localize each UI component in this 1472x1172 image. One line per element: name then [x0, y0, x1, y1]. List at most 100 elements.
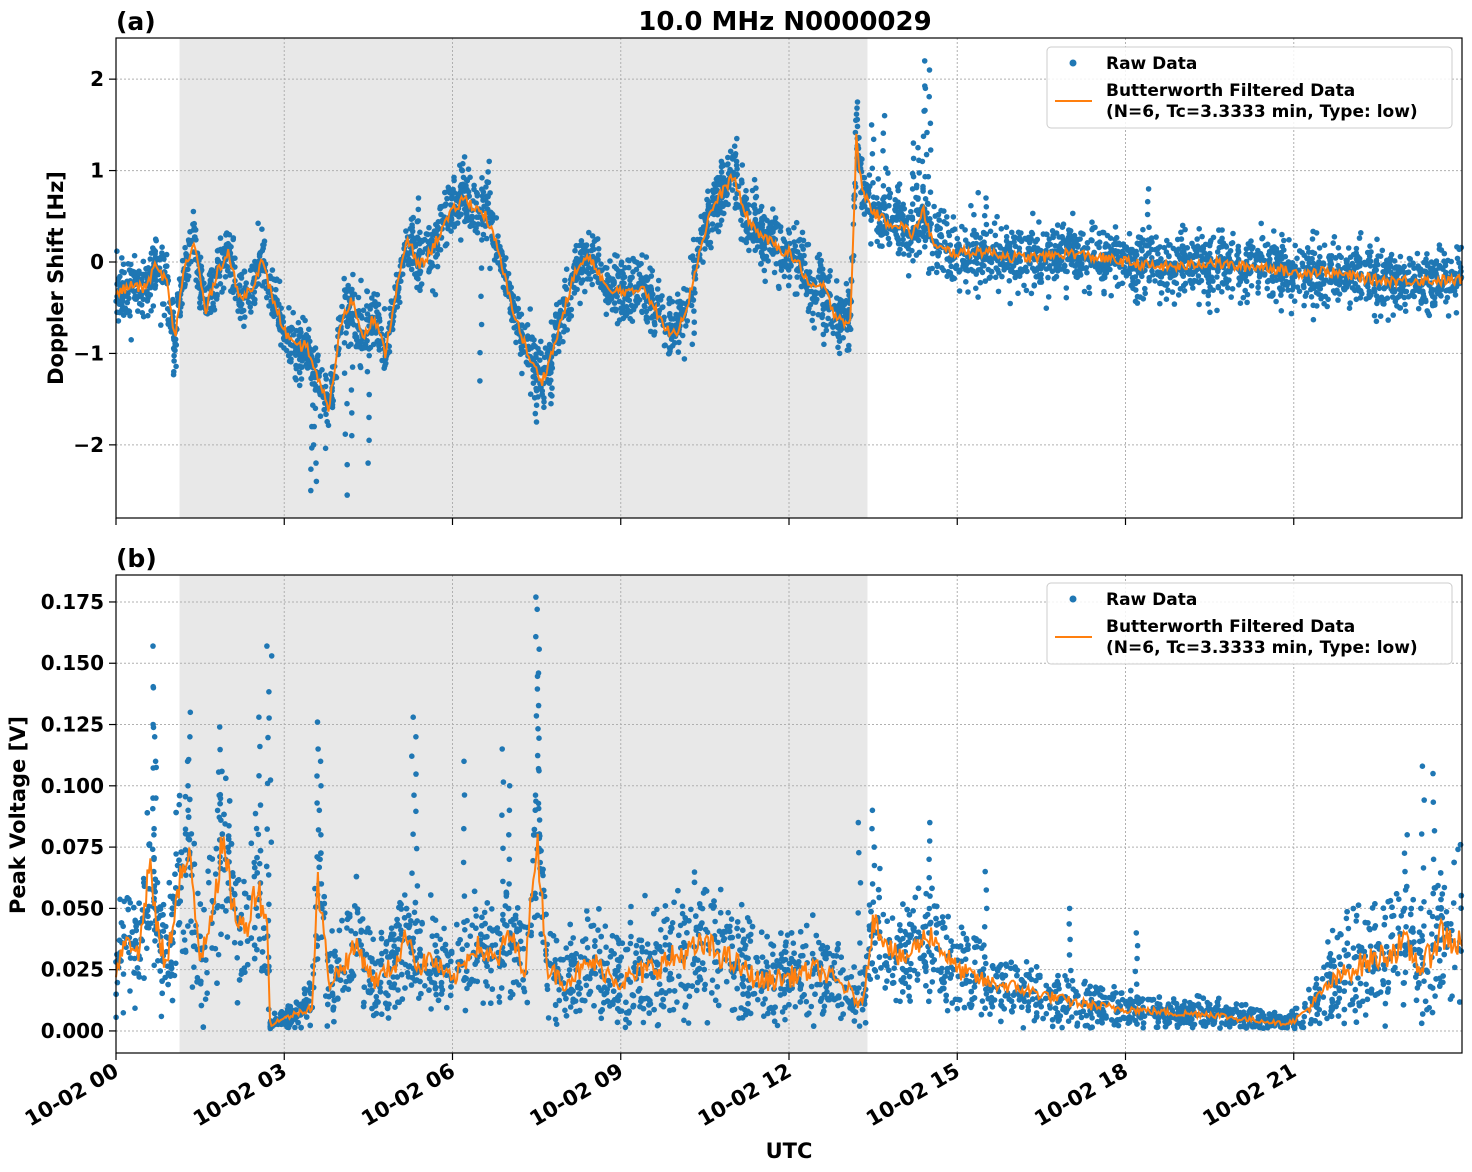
raw-data-point [1294, 255, 1300, 262]
raw-data-point [973, 285, 979, 292]
raw-data-point [743, 187, 749, 194]
raw-data-point [297, 333, 304, 340]
raw-data-point [1259, 234, 1266, 241]
raw-data-point [744, 235, 751, 241]
raw-data-point [727, 166, 733, 173]
raw-data-point [647, 265, 653, 272]
raw-data-point [1144, 198, 1151, 205]
raw-data-point [721, 210, 727, 217]
raw-data-point [666, 300, 672, 307]
raw-data-point [1227, 248, 1234, 254]
raw-data-point [1161, 244, 1168, 251]
raw-data-point [759, 215, 765, 222]
raw-data-point [1424, 251, 1430, 257]
raw-data-point [674, 291, 681, 298]
raw-data-point [820, 331, 827, 338]
raw-data-point [1458, 244, 1465, 251]
raw-data-point [554, 312, 561, 319]
raw-data-point [895, 250, 902, 256]
raw-data-point [1365, 284, 1371, 290]
raw-data-point [799, 229, 806, 236]
raw-data-point [1192, 246, 1199, 253]
raw-data-point [563, 286, 570, 292]
raw-data-point [357, 363, 364, 369]
raw-data-point [152, 285, 158, 291]
raw-data-point [522, 324, 528, 331]
raw-data-point [1219, 235, 1225, 242]
raw-data-point [1268, 249, 1275, 255]
raw-data-point [652, 321, 658, 328]
raw-data-point [560, 338, 566, 345]
raw-data-point [827, 268, 833, 274]
raw-data-point [479, 193, 486, 199]
raw-data-point [448, 189, 455, 195]
raw-data-point [1279, 231, 1285, 238]
raw-data-point [1380, 262, 1387, 269]
raw-data-point [922, 85, 929, 92]
raw-data-point [626, 257, 632, 264]
raw-data-point [1228, 294, 1234, 300]
raw-data-point [1248, 238, 1254, 244]
raw-data-point [182, 244, 188, 251]
raw-data-point [1240, 294, 1247, 301]
raw-data-point [1390, 312, 1396, 318]
raw-data-point [965, 289, 971, 295]
raw-data-point [733, 158, 740, 165]
raw-data-point [535, 394, 541, 400]
raw-data-point [478, 265, 485, 271]
raw-data-point [238, 275, 245, 281]
raw-data-point [464, 217, 471, 224]
raw-data-point [821, 341, 827, 348]
raw-data-point [364, 288, 370, 294]
raw-data-point [1308, 294, 1315, 300]
raw-data-point [1187, 269, 1194, 276]
raw-data-point [874, 238, 880, 245]
raw-data-point [681, 285, 687, 292]
raw-data-point [1096, 244, 1102, 251]
raw-data-point [348, 318, 355, 325]
raw-data-point [323, 411, 329, 418]
raw-data-point [811, 325, 817, 331]
raw-data-point [469, 213, 475, 220]
raw-data-point [322, 445, 329, 452]
raw-data-point [711, 211, 717, 218]
raw-data-point [586, 270, 592, 277]
raw-data-point [792, 248, 799, 254]
raw-data-point [1134, 293, 1141, 300]
raw-data-point [846, 347, 852, 353]
raw-data-point [235, 308, 241, 314]
raw-data-point [485, 169, 491, 175]
raw-data-point [639, 252, 645, 258]
raw-data-point [1140, 237, 1147, 243]
raw-data-point [1031, 268, 1038, 274]
raw-data-point [1163, 249, 1170, 255]
raw-data-point [132, 296, 139, 302]
raw-data-point [1355, 254, 1361, 261]
raw-data-point [1081, 288, 1088, 295]
raw-data-point [988, 268, 995, 275]
raw-data-point [734, 135, 740, 142]
raw-data-point [355, 340, 361, 347]
raw-data-point [833, 278, 840, 284]
raw-data-point [689, 341, 696, 348]
raw-data-point [1264, 241, 1271, 248]
raw-data-point [1289, 280, 1295, 286]
raw-data-point [1304, 255, 1310, 262]
raw-data-point [1271, 228, 1277, 234]
raw-data-point [1407, 262, 1413, 268]
raw-data-point [732, 195, 739, 201]
raw-data-point [313, 478, 320, 485]
raw-data-point [854, 99, 861, 105]
raw-data-point [834, 295, 840, 301]
raw-data-point [807, 302, 814, 308]
raw-data-point [309, 381, 316, 387]
raw-data-point [611, 278, 617, 285]
raw-data-point [1269, 293, 1275, 299]
raw-data-point [1385, 317, 1391, 323]
raw-data-point [429, 288, 436, 294]
raw-data-point [875, 201, 882, 207]
raw-data-point [889, 214, 896, 221]
raw-data-point [366, 352, 373, 359]
raw-data-point [922, 237, 929, 244]
raw-data-point [661, 314, 667, 321]
